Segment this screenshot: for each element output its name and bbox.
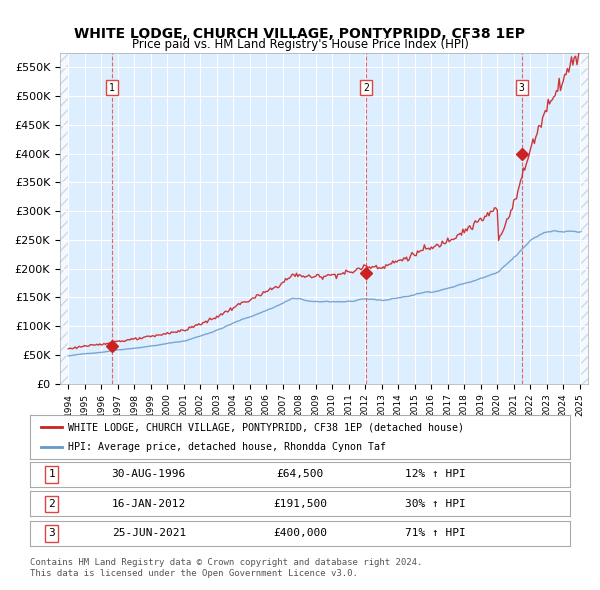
Text: 25-JUN-2021: 25-JUN-2021: [112, 529, 186, 538]
Text: WHITE LODGE, CHURCH VILLAGE, PONTYPRIDD, CF38 1EP: WHITE LODGE, CHURCH VILLAGE, PONTYPRIDD,…: [74, 27, 526, 41]
Bar: [60, 53, 68, 384]
Text: 16-JAN-2012: 16-JAN-2012: [112, 499, 186, 509]
Text: 71% ↑ HPI: 71% ↑ HPI: [404, 529, 466, 538]
Text: 30% ↑ HPI: 30% ↑ HPI: [404, 499, 466, 509]
Text: 12% ↑ HPI: 12% ↑ HPI: [404, 470, 466, 479]
Text: £191,500: £191,500: [273, 499, 327, 509]
Text: 2: 2: [363, 83, 369, 93]
Text: This data is licensed under the Open Government Licence v3.0.: This data is licensed under the Open Gov…: [30, 569, 358, 578]
Bar: [60, 53, 68, 384]
Text: 3: 3: [48, 529, 55, 538]
Text: £400,000: £400,000: [273, 529, 327, 538]
Text: Contains HM Land Registry data © Crown copyright and database right 2024.: Contains HM Land Registry data © Crown c…: [30, 558, 422, 566]
Text: 1: 1: [109, 83, 115, 93]
Text: Price paid vs. HM Land Registry's House Price Index (HPI): Price paid vs. HM Land Registry's House …: [131, 38, 469, 51]
Text: £64,500: £64,500: [277, 470, 323, 479]
Text: WHITE LODGE, CHURCH VILLAGE, PONTYPRIDD, CF38 1EP (detached house): WHITE LODGE, CHURCH VILLAGE, PONTYPRIDD,…: [68, 422, 464, 432]
Text: HPI: Average price, detached house, Rhondda Cynon Taf: HPI: Average price, detached house, Rhon…: [68, 442, 386, 451]
Text: 1: 1: [48, 470, 55, 479]
Text: 2: 2: [48, 499, 55, 509]
Bar: [580, 53, 588, 384]
Text: 30-AUG-1996: 30-AUG-1996: [112, 470, 186, 479]
Text: 3: 3: [519, 83, 524, 93]
